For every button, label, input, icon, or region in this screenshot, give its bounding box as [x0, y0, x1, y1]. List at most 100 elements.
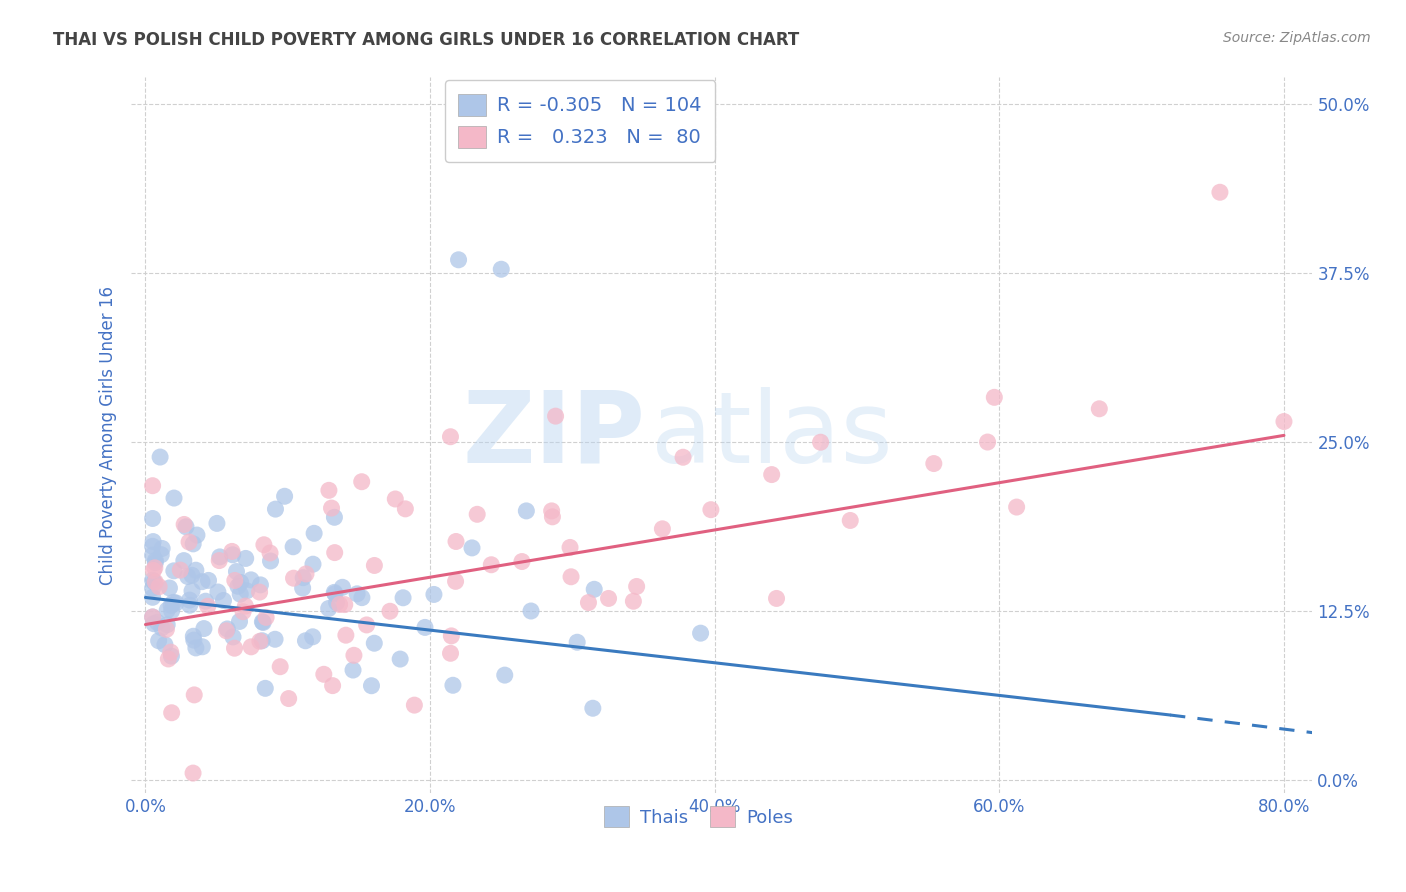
Point: [228, 615, 250, 629]
Point: [249, 585, 271, 599]
Point: [1005, 500, 1028, 514]
Point: [224, 641, 246, 656]
Point: [169, 563, 191, 577]
Point: [157, 652, 180, 666]
Point: [174, 520, 197, 534]
Point: [181, 629, 204, 643]
Point: [181, 568, 204, 582]
Point: [143, 574, 166, 589]
Point: [163, 491, 186, 505]
Point: [207, 585, 229, 599]
Point: [184, 563, 207, 577]
Point: [259, 554, 281, 568]
Point: [302, 558, 325, 572]
Point: [510, 555, 533, 569]
Point: [149, 450, 172, 464]
Point: [221, 548, 243, 562]
Point: [181, 537, 204, 551]
Point: [976, 435, 998, 450]
Point: [142, 610, 165, 624]
Point: [544, 409, 567, 424]
Point: [689, 626, 711, 640]
Point: [441, 678, 464, 692]
Point: [1088, 401, 1111, 416]
Point: [1272, 415, 1295, 429]
Point: [160, 599, 183, 613]
Point: [226, 579, 249, 593]
Point: [240, 640, 263, 654]
Point: [363, 558, 385, 573]
Point: [264, 502, 287, 516]
Point: [229, 587, 252, 601]
Point: [160, 604, 183, 618]
Point: [384, 491, 406, 506]
Point: [356, 618, 378, 632]
Point: [193, 622, 215, 636]
Point: [447, 252, 470, 267]
Point: [479, 558, 502, 572]
Point: [225, 565, 247, 579]
Point: [346, 587, 368, 601]
Point: [332, 580, 354, 594]
Point: [491, 262, 513, 277]
Point: [197, 574, 219, 588]
Point: [142, 564, 165, 578]
Point: [292, 571, 315, 585]
Text: ZIP: ZIP: [463, 387, 645, 483]
Point: [810, 435, 832, 450]
Point: [700, 502, 723, 516]
Point: [333, 598, 356, 612]
Point: [291, 581, 314, 595]
Point: [765, 591, 787, 606]
Point: [252, 615, 274, 629]
Point: [191, 574, 214, 589]
Point: [148, 580, 170, 594]
Point: [153, 638, 176, 652]
Point: [159, 581, 181, 595]
Point: [145, 553, 167, 567]
Point: [672, 450, 695, 465]
Point: [323, 585, 346, 599]
Point: [142, 511, 165, 525]
Point: [156, 617, 179, 632]
Point: [520, 604, 543, 618]
Point: [540, 504, 562, 518]
Point: [318, 601, 340, 615]
Point: [240, 573, 263, 587]
Point: [360, 679, 382, 693]
Point: [208, 553, 231, 567]
Point: [363, 636, 385, 650]
Point: [163, 564, 186, 578]
Point: [155, 623, 177, 637]
Point: [142, 539, 165, 553]
Text: THAI VS POLISH CHILD POVERTY AMONG GIRLS UNDER 16 CORRELATION CHART: THAI VS POLISH CHILD POVERTY AMONG GIRLS…: [53, 31, 800, 49]
Point: [342, 663, 364, 677]
Point: [378, 604, 401, 618]
Point: [160, 649, 183, 664]
Point: [194, 594, 217, 608]
Point: [301, 630, 323, 644]
Point: [839, 513, 862, 527]
Point: [177, 535, 200, 549]
Point: [269, 659, 291, 673]
Point: [582, 701, 605, 715]
Point: [413, 620, 436, 634]
Point: [343, 648, 366, 663]
Point: [583, 582, 606, 597]
Point: [626, 579, 648, 593]
Point: [142, 582, 165, 596]
Point: [295, 566, 318, 581]
Point: [142, 591, 165, 605]
Point: [142, 548, 165, 562]
Point: [222, 630, 245, 644]
Point: [142, 478, 165, 492]
Point: [160, 706, 183, 720]
Point: [254, 681, 277, 696]
Point: [235, 599, 257, 613]
Point: [250, 633, 273, 648]
Point: [183, 688, 205, 702]
Point: [1209, 186, 1232, 200]
Point: [281, 540, 304, 554]
Text: Source: ZipAtlas.com: Source: ZipAtlas.com: [1223, 31, 1371, 45]
Point: [922, 457, 945, 471]
